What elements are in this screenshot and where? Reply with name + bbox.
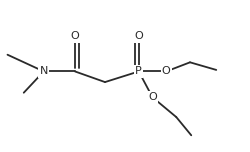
- Text: O: O: [134, 31, 143, 41]
- Text: O: O: [71, 31, 80, 41]
- Text: O: O: [148, 92, 157, 102]
- Text: O: O: [162, 66, 170, 76]
- Text: N: N: [40, 66, 48, 76]
- Text: P: P: [136, 66, 142, 76]
